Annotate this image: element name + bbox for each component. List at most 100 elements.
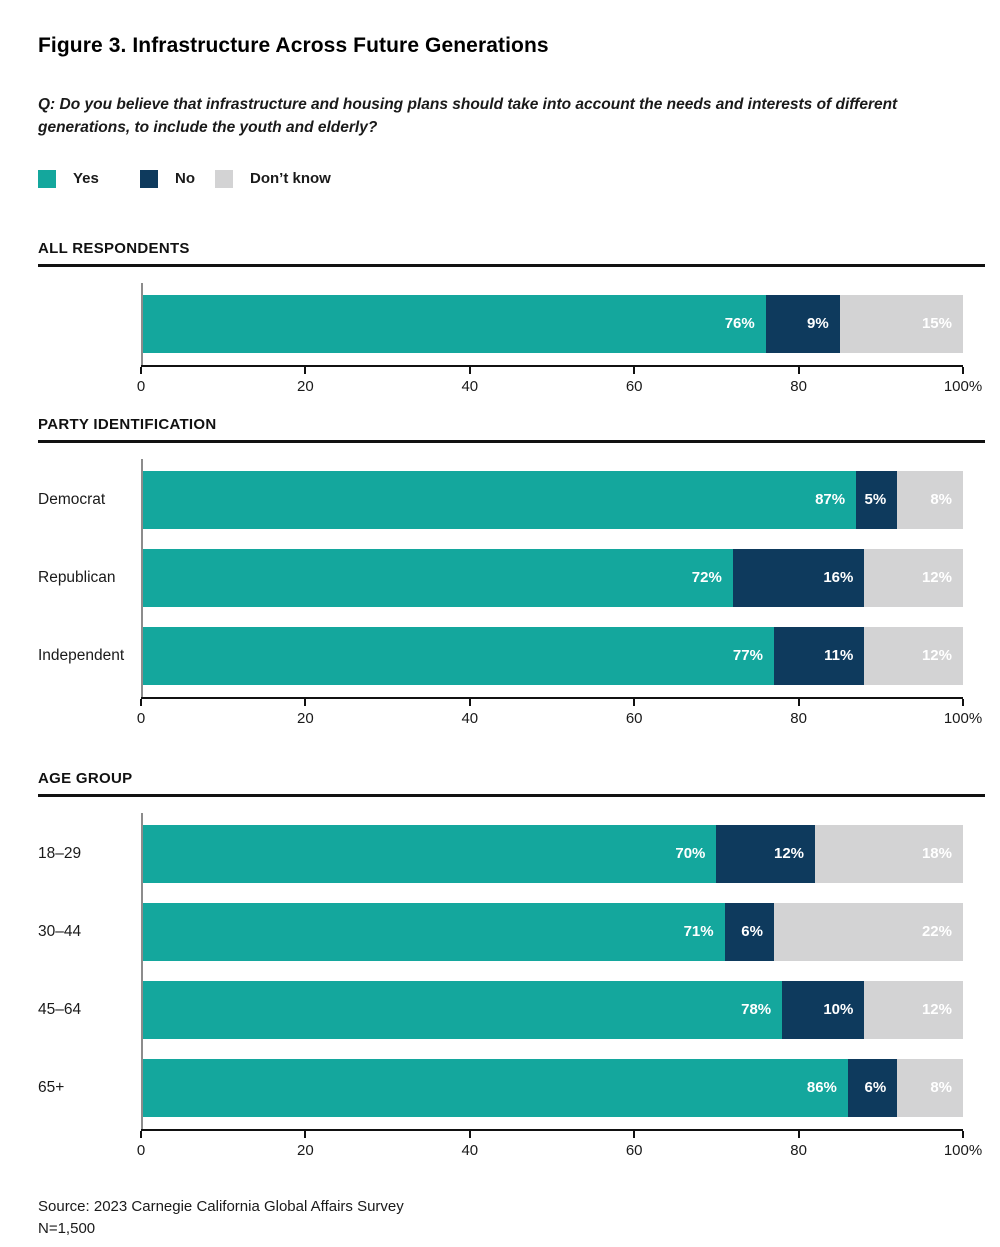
axis-tick — [962, 366, 964, 374]
category-label: Democrat — [38, 490, 106, 508]
bar-segment-value: 18% — [921, 845, 952, 862]
chart-party-identification: Democrat 87% 5% 8% Republican 72% 16% 12% Indepe… — [38, 443, 985, 730]
bar-segment-don-t-know: 18% — [815, 824, 963, 883]
legend-swatch-no — [140, 169, 158, 188]
axis-tick-label: 40 — [461, 377, 479, 395]
bar-segment-value: 11% — [824, 647, 854, 664]
category-label: 65+ — [38, 1078, 65, 1096]
bar-segment-yes: 87% — [141, 470, 857, 529]
sample-size-note: N=1,500 — [38, 1219, 96, 1237]
axis-tick — [140, 366, 142, 374]
figure: Figure 3. Infrastructure Across Future G… — [38, 34, 985, 1240]
bar-segment-value: 5% — [864, 491, 887, 508]
bar-segment-don-t-know: 12% — [864, 548, 963, 607]
bar-row: 18–29 70% 12% 18% — [38, 824, 985, 883]
axis-tick — [304, 366, 307, 374]
bar-segment-value: 6% — [864, 1079, 887, 1096]
bar-segment-don-t-know: 12% — [864, 980, 963, 1039]
bar-segment-value: 8% — [930, 491, 952, 508]
axis-tick-label: 40 — [461, 709, 479, 727]
bar-segment-no: 12% — [716, 824, 816, 883]
axis-tick — [962, 1130, 964, 1138]
axis-tick-label: 20 — [297, 709, 314, 727]
bar-segment-value: 87% — [815, 491, 846, 508]
bar-segment-don-t-know: 12% — [864, 626, 963, 685]
axis-tick-label: 100% — [943, 377, 983, 395]
legend: Yes No Don’t know — [38, 169, 985, 188]
bar-segment-yes: 86% — [141, 1058, 848, 1117]
axis-tick — [797, 698, 800, 706]
category-label: Independent — [38, 646, 125, 664]
category-label: Republican — [38, 568, 116, 586]
bar-row: 65+ 86% 6% 8% — [38, 1058, 985, 1117]
figure-footer: Source: 2023 Carnegie California Global … — [38, 1196, 985, 1240]
bar-segment-no: 9% — [765, 294, 840, 353]
legend-item-no: No — [140, 169, 215, 188]
legend-label: Yes — [73, 170, 99, 187]
bar-row: Democrat 87% 5% 8% — [38, 470, 985, 529]
axis-tick-label: 20 — [297, 1141, 314, 1159]
legend-item-dont-know: Don’t know — [215, 169, 331, 188]
stacked-bar: 72% 16% 12% — [141, 548, 963, 607]
bar-segment-value: 12% — [921, 1001, 952, 1018]
bar-segment-no: 6% — [847, 1058, 898, 1117]
bar-segment-value: 70% — [675, 845, 706, 862]
axis-tick — [304, 698, 307, 706]
stacked-bar: 77% 11% 12% — [141, 626, 963, 685]
figure-title: Figure 3. Infrastructure Across Future G… — [38, 34, 549, 57]
stacked-bar: 87% 5% 8% — [141, 470, 963, 529]
bar-segment-value: 15% — [921, 315, 952, 332]
axis-tick-label: 100% — [943, 709, 983, 727]
axis-tick-label: 40 — [461, 1141, 479, 1159]
bar-segment-value: 71% — [683, 923, 714, 940]
bar-segment-no: 16% — [732, 548, 865, 607]
bar-segment-yes: 78% — [141, 980, 783, 1039]
x-axis-labels: 0 20 40 60 80 100% — [137, 377, 982, 398]
stacked-bar: 78% 10% 12% — [141, 980, 963, 1039]
axis-tick — [633, 366, 636, 374]
x-axis-labels: 0 20 40 60 80 100% — [137, 709, 982, 730]
legend-label: Don’t know — [250, 170, 331, 187]
bar-row: 30–44 71% 6% 22% — [38, 902, 985, 961]
bar-segment-yes: 70% — [141, 824, 717, 883]
bar-segment-yes: 71% — [141, 902, 725, 961]
bar-segment-don-t-know: 15% — [839, 294, 963, 353]
axis-tick-label: 60 — [625, 377, 643, 395]
source-note: Source: 2023 Carnegie California Global … — [38, 1197, 404, 1215]
y-axis-line — [141, 812, 143, 1129]
category-label: 30–44 — [38, 922, 82, 940]
bar-segment-no: 10% — [782, 980, 865, 1039]
chart-age-group: 18–29 70% 12% 18% 30–44 71% 6% 22% 45–64 78% 10% 12… — [38, 797, 985, 1162]
axis-tick-label: 60 — [625, 1141, 643, 1159]
axis-tick-label: 60 — [625, 709, 643, 727]
bar-segment-value: 10% — [823, 1001, 854, 1018]
bar-row: Independent 77% 11% 12% — [38, 626, 985, 685]
bar-segment-value: 9% — [807, 315, 829, 332]
bar-segment-value: 16% — [823, 569, 854, 586]
bar-segment-no: 5% — [856, 470, 898, 529]
section-age-group: AGE GROUP 18–29 70% 12% 18% 30–44 71% 6% 22% 45–… — [38, 770, 985, 1162]
axis-tick — [797, 1130, 800, 1138]
legend-swatch-dont-know — [215, 169, 233, 188]
y-axis-line — [141, 282, 143, 365]
bar-segment-value: 78% — [741, 1001, 772, 1018]
bar-segment-value: 76% — [724, 315, 755, 332]
bar-segment-value: 12% — [921, 647, 952, 664]
bar-row: 76% 9% 15% — [38, 294, 985, 353]
stacked-bar: 76% 9% 15% — [141, 294, 963, 353]
bar-segment-yes: 72% — [141, 548, 733, 607]
section-header: ALL RESPONDENTS — [38, 240, 985, 267]
bar-row: 45–64 78% 10% 12% — [38, 980, 985, 1039]
axis-tick — [140, 1130, 142, 1138]
axis-tick-label: 0 — [136, 377, 146, 395]
axis-tick — [633, 1130, 636, 1138]
bar-segment-value: 12% — [921, 569, 952, 586]
axis-tick — [468, 366, 471, 374]
legend-label: No — [175, 170, 195, 187]
legend-swatch-yes — [38, 169, 56, 188]
section-header: AGE GROUP — [38, 770, 985, 797]
axis-tick-label: 100% — [943, 1141, 983, 1159]
bar-segment-value: 8% — [930, 1079, 952, 1096]
axis-tick-label: 0 — [136, 709, 146, 727]
axis-tick — [962, 698, 964, 706]
